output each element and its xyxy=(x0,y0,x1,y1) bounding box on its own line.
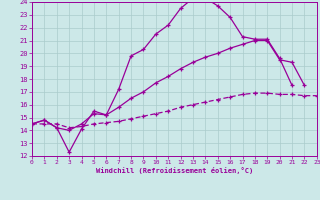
X-axis label: Windchill (Refroidissement éolien,°C): Windchill (Refroidissement éolien,°C) xyxy=(96,167,253,174)
